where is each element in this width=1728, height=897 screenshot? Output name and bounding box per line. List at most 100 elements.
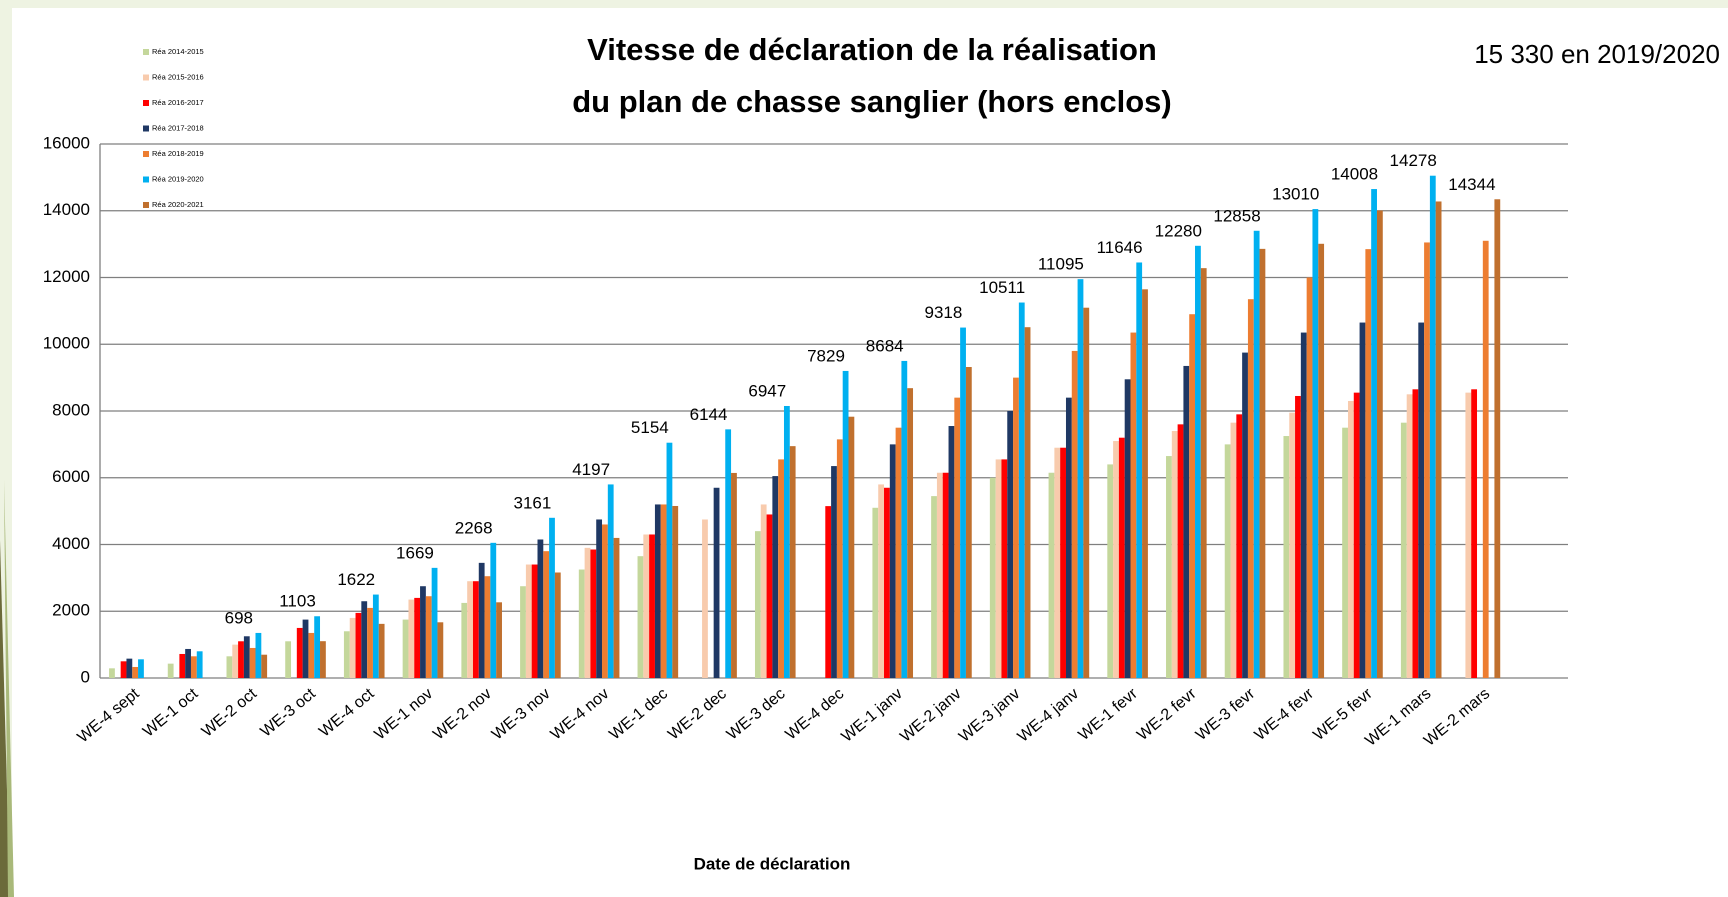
- bar: [1400, 422, 1407, 678]
- bar: [549, 517, 555, 678]
- bar: [878, 484, 885, 678]
- bar: [948, 426, 955, 678]
- bar: [654, 504, 661, 678]
- bar: [602, 524, 608, 678]
- bar: [1435, 201, 1442, 679]
- bar: [302, 619, 309, 678]
- bar: [1376, 210, 1383, 678]
- data-label: 4197: [572, 460, 610, 479]
- data-label: 12858: [1213, 206, 1260, 225]
- bar: [954, 397, 961, 678]
- bar: [1259, 248, 1266, 678]
- bar: [1054, 447, 1061, 678]
- legend-label: Réa 2014-2015: [152, 47, 204, 56]
- bar: [1289, 412, 1296, 678]
- legend-label: Réa 2018-2019: [152, 149, 204, 158]
- bar: [1142, 289, 1148, 678]
- bar: [901, 360, 908, 678]
- bar: [772, 476, 779, 678]
- bar: [484, 576, 491, 678]
- bar: [848, 416, 855, 678]
- bar: [196, 651, 203, 678]
- bar: [754, 531, 761, 678]
- bar: [783, 405, 790, 678]
- bar: [120, 661, 127, 678]
- bar: [185, 648, 191, 678]
- bar: [1001, 459, 1008, 678]
- data-label: 6947: [748, 381, 786, 400]
- bar: [660, 504, 667, 678]
- data-label: 5154: [631, 418, 669, 437]
- bar: [613, 537, 620, 678]
- bar: [1200, 268, 1207, 678]
- bar: [1465, 392, 1472, 678]
- bar: [490, 542, 497, 678]
- bar: [1353, 392, 1360, 678]
- bar: [578, 569, 585, 678]
- x-axis-label: Date de déclaration: [694, 854, 851, 873]
- legend-swatch: [143, 125, 149, 132]
- bar: [1242, 352, 1248, 678]
- bar: [525, 564, 532, 678]
- bar: [1365, 249, 1372, 678]
- y-tick-label: 14000: [43, 200, 90, 219]
- bar: [1183, 365, 1190, 678]
- data-label: 14344: [1448, 175, 1495, 194]
- bar: [643, 534, 650, 678]
- data-label: 14278: [1390, 151, 1437, 170]
- bar: [1471, 389, 1478, 678]
- bar: [607, 484, 614, 678]
- bar: [789, 446, 796, 678]
- bar: [1283, 436, 1290, 678]
- data-label: 10511: [979, 278, 1025, 297]
- data-label: 6144: [690, 405, 728, 424]
- bar: [1083, 307, 1090, 678]
- bar: [584, 547, 591, 678]
- bar: [1371, 189, 1377, 678]
- bar: [467, 581, 473, 678]
- bar: [232, 644, 239, 678]
- bar: [1494, 199, 1501, 679]
- legend-label: Réa 2020-2021: [152, 200, 204, 209]
- bar: [778, 459, 784, 678]
- bar: [355, 612, 362, 678]
- bar: [1007, 411, 1014, 678]
- data-label: 14008: [1331, 165, 1378, 184]
- bar: [238, 641, 244, 678]
- bar: [190, 656, 197, 678]
- bar: [1418, 322, 1425, 678]
- bar: [496, 602, 502, 678]
- legend-swatch: [143, 100, 149, 106]
- bar: [132, 666, 139, 678]
- legend-swatch: [143, 74, 149, 81]
- bar: [314, 616, 321, 678]
- bar: [725, 429, 732, 678]
- bar: [472, 581, 479, 678]
- bar: [907, 388, 914, 678]
- bar: [872, 507, 879, 678]
- bar: [1359, 322, 1366, 678]
- bar: [285, 641, 292, 678]
- y-tick-label: 16000: [43, 133, 90, 152]
- legend-label: Réa 2016-2017: [152, 98, 204, 107]
- bar: [1300, 332, 1307, 678]
- bar: [590, 549, 597, 678]
- y-tick-label: 2000: [52, 601, 90, 620]
- bar: [713, 487, 720, 678]
- bar: [666, 442, 673, 678]
- bar: [437, 622, 444, 678]
- bar: [261, 654, 268, 678]
- bar: [431, 567, 438, 678]
- bar: [1230, 422, 1237, 678]
- bar: [543, 551, 550, 678]
- bar: [1482, 240, 1489, 678]
- legend-swatch: [143, 151, 149, 157]
- bar: [1406, 394, 1413, 678]
- chart-title: du plan de chasse sanglier (hors enclos): [572, 84, 1172, 119]
- bar: [1429, 175, 1436, 679]
- data-label: 11646: [1097, 238, 1143, 257]
- bar: [931, 496, 937, 678]
- legend-label: Réa 2017-2018: [152, 123, 204, 132]
- bar: [1024, 327, 1031, 678]
